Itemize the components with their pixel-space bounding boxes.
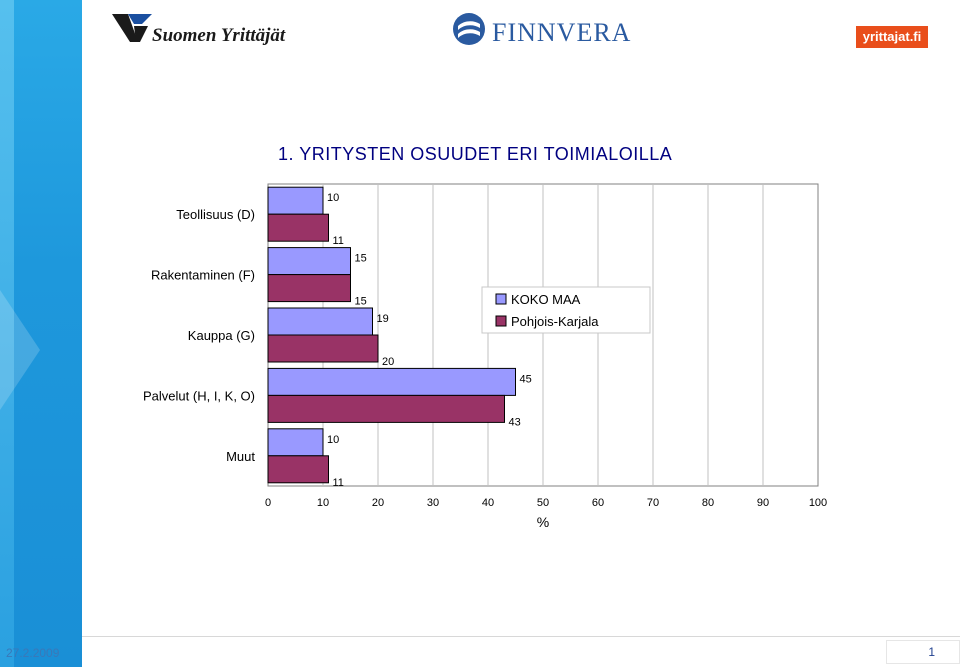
bar-pohjois-karjala <box>267 334 379 363</box>
data-label: 15 <box>355 253 367 265</box>
x-tick-label: 10 <box>317 497 329 509</box>
x-tick-label: 30 <box>427 497 439 509</box>
bar-pohjois-karjala <box>267 394 505 423</box>
legend-label: KOKO MAA <box>511 292 581 307</box>
x-tick-label: 60 <box>592 497 604 509</box>
data-label: 10 <box>327 192 339 204</box>
legend-box <box>481 286 651 334</box>
bar-koko-maa <box>267 428 324 457</box>
x-tick-label: 90 <box>757 497 769 509</box>
x-tick-label: 40 <box>482 497 494 509</box>
category-label: Kauppa (G) <box>188 328 255 343</box>
finnvera-wordmark: FINNVERA <box>492 18 632 47</box>
finnvera-emblem-icon <box>453 13 485 45</box>
category-label: Teollisuus (D) <box>176 207 255 222</box>
legend-swatch <box>495 315 507 327</box>
data-label: 11 <box>333 235 344 247</box>
side-banner <box>0 0 82 667</box>
bar-pohjois-karjala <box>267 455 329 484</box>
x-tick-label: 100 <box>809 497 827 509</box>
category-label: Palvelut (H, I, K, O) <box>143 388 255 403</box>
data-label: 15 <box>355 296 367 308</box>
suomen-yrittajat-emblem-icon <box>112 14 152 42</box>
footer-date: 27.2.2009 <box>6 646 60 660</box>
yrittajat-fi-logo: yrittajat.fi <box>856 26 928 48</box>
data-label: 10 <box>327 434 339 446</box>
suomen-yrittajat-wordmark: Suomen Yrittäjät <box>152 25 286 46</box>
x-tick-label: 50 <box>537 497 549 509</box>
legend-label: Pohjois-Karjala <box>511 314 599 329</box>
bar-koko-maa <box>267 247 351 276</box>
x-tick-label: 0 <box>265 497 271 509</box>
data-label: 11 <box>333 477 344 489</box>
bar-pohjois-karjala <box>267 213 329 242</box>
category-label: Rakentaminen (F) <box>151 268 255 283</box>
x-axis-label: % <box>537 514 549 530</box>
x-tick-label: 20 <box>372 497 384 509</box>
bar-pohjois-karjala <box>267 274 351 303</box>
side-stripe <box>0 0 14 667</box>
finnvera-logo: FINNVERA <box>452 12 632 52</box>
category-label: Muut <box>226 449 255 464</box>
chart-title: 1. YRITYSTEN OSUUDET ERI TOIMIALOILLA <box>278 144 673 164</box>
bar-koko-maa <box>267 367 516 396</box>
bar-koko-maa <box>267 186 324 215</box>
bar-koko-maa <box>267 307 373 336</box>
x-tick-label: 80 <box>702 497 714 509</box>
x-tick-label: 70 <box>647 497 659 509</box>
data-label: 45 <box>520 373 532 385</box>
legend-swatch <box>495 293 507 305</box>
suomen-yrittajat-logo: Suomen Yrittäjät <box>112 12 312 48</box>
data-label: 19 <box>377 313 389 325</box>
footer-divider <box>82 636 960 637</box>
page-number: 1 <box>886 640 960 664</box>
data-label: 20 <box>382 356 394 368</box>
side-chevron-shape <box>0 290 40 410</box>
data-label: 43 <box>509 416 521 428</box>
